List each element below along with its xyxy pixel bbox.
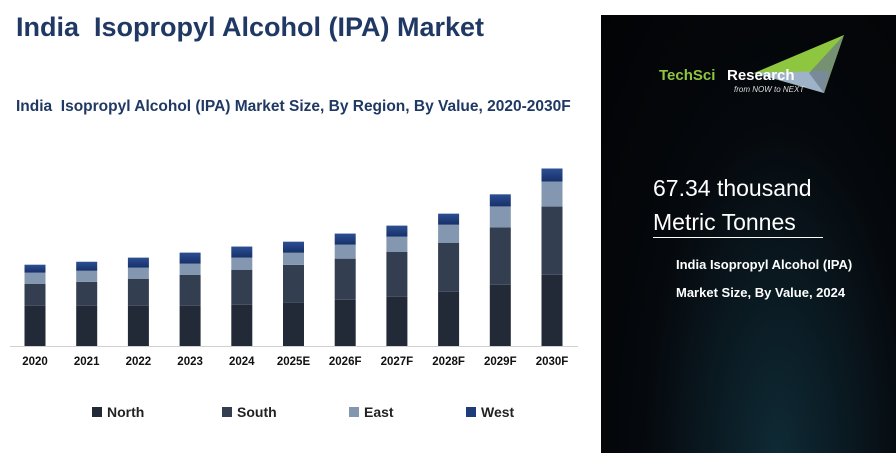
- x-tick-label: 2028F: [432, 356, 465, 368]
- x-tick-label: 2027F: [381, 356, 414, 368]
- bar-segment-west-2024: [231, 246, 253, 258]
- bar-segment-north-2028F: [438, 291, 460, 346]
- legend-swatch: [222, 407, 232, 417]
- logo-text-research: Research: [727, 67, 795, 84]
- bar-segment-east-2024: [231, 257, 253, 270]
- bar-segment-south-2030F: [541, 206, 563, 275]
- bar-segment-south-2021: [76, 281, 98, 306]
- bar-segment-west-2021: [76, 261, 98, 271]
- legend-swatch: [92, 407, 102, 417]
- bar-segment-north-2021: [76, 305, 98, 346]
- legend-swatch: [466, 407, 476, 417]
- x-tick-label: 2025E: [277, 356, 311, 368]
- bar-segment-west-2022: [127, 257, 149, 268]
- bar-segment-west-2029F: [489, 194, 511, 207]
- x-tick-label: 2023: [177, 356, 203, 368]
- legend-swatch: [349, 407, 359, 417]
- x-tick-label: 2020: [22, 356, 48, 368]
- bar-segment-south-2027F: [386, 251, 408, 297]
- bar-segment-west-2023: [179, 252, 201, 264]
- bar-segment-south-2025E: [283, 264, 304, 303]
- legend-item-west: West: [466, 404, 514, 420]
- legend-item-east: East: [349, 404, 394, 420]
- bar-segment-north-2023: [179, 305, 201, 346]
- bar-segment-north-2030F: [541, 274, 563, 346]
- bar-segment-south-2020: [24, 283, 46, 306]
- bar-segment-east-2020: [24, 272, 46, 284]
- x-tick-label: 2030F: [536, 356, 569, 368]
- bar-segment-east-2022: [127, 267, 149, 279]
- bar-segment-east-2030F: [541, 181, 563, 207]
- market-value-unit: Metric Tonnes: [653, 209, 796, 235]
- bar-segment-east-2026F: [334, 244, 356, 259]
- bar-segment-east-2028F: [438, 224, 460, 243]
- legend-label: West: [481, 404, 515, 420]
- x-tick-label: 2022: [126, 356, 152, 368]
- bar-segment-north-2024: [231, 304, 253, 346]
- market-value: 67.34 thousand: [653, 175, 812, 201]
- legend-item-north: North: [92, 404, 144, 420]
- bar-segment-west-2020: [24, 264, 46, 273]
- bar-segment-west-2026F: [334, 233, 356, 245]
- bar-segment-west-2028F: [438, 213, 460, 225]
- bar-segment-north-2020: [24, 305, 46, 346]
- chart-title: India Isopropyl Alcohol (IPA) Market Siz…: [16, 98, 571, 115]
- bar-segment-east-2025E: [283, 252, 304, 265]
- techsci-logo: TechSci Research from NOW to NEXT: [659, 35, 844, 94]
- logo-tagline: from NOW to NEXT: [734, 85, 805, 94]
- stacked-bar-chart: 2020 2021 2022 2023 2024 2025E 2026F 2027F 2028F…: [10, 168, 578, 368]
- highlight-panel: TechSci Research from NOW to NEXT 67.34 …: [601, 15, 896, 453]
- bar-segment-west-2025E: [283, 241, 304, 253]
- page-title: India Isopropyl Alcohol (IPA) Market: [16, 12, 485, 42]
- divider: [653, 237, 823, 238]
- bar-segment-south-2028F: [438, 242, 460, 292]
- x-tick-label: 2021: [74, 356, 100, 368]
- bar-segment-south-2024: [231, 269, 253, 305]
- bar-segment-east-2021: [76, 270, 98, 282]
- bar-segment-east-2027F: [386, 236, 408, 252]
- bar-segment-west-2027F: [386, 225, 408, 237]
- bar-segment-north-2026F: [334, 299, 356, 346]
- market-value-description: India Isopropyl Alcohol (IPA) Market Siz…: [676, 257, 853, 300]
- bar-segment-south-2022: [127, 278, 149, 306]
- bar-segment-south-2026F: [334, 258, 356, 300]
- bar-segment-north-2025E: [283, 302, 304, 346]
- bar-segment-east-2023: [179, 263, 201, 275]
- bar-segment-south-2029F: [489, 227, 511, 285]
- bar-segment-north-2027F: [386, 296, 408, 346]
- bar-segment-north-2029F: [489, 284, 511, 346]
- legend-label: South: [237, 404, 277, 420]
- legend-item-south: South: [222, 404, 277, 420]
- bar-segment-south-2023: [179, 274, 201, 306]
- bar-segment-west-2030F: [541, 168, 563, 182]
- x-tick-label: 2026F: [329, 356, 362, 368]
- bar-segment-east-2029F: [489, 206, 511, 228]
- legend-label: East: [364, 404, 394, 420]
- x-tick-label: 2029F: [484, 356, 517, 368]
- bar-segment-north-2022: [127, 305, 149, 346]
- logo-text-techsci: TechSci: [659, 67, 715, 84]
- x-tick-label: 2024: [229, 356, 255, 368]
- legend-label: North: [107, 404, 145, 420]
